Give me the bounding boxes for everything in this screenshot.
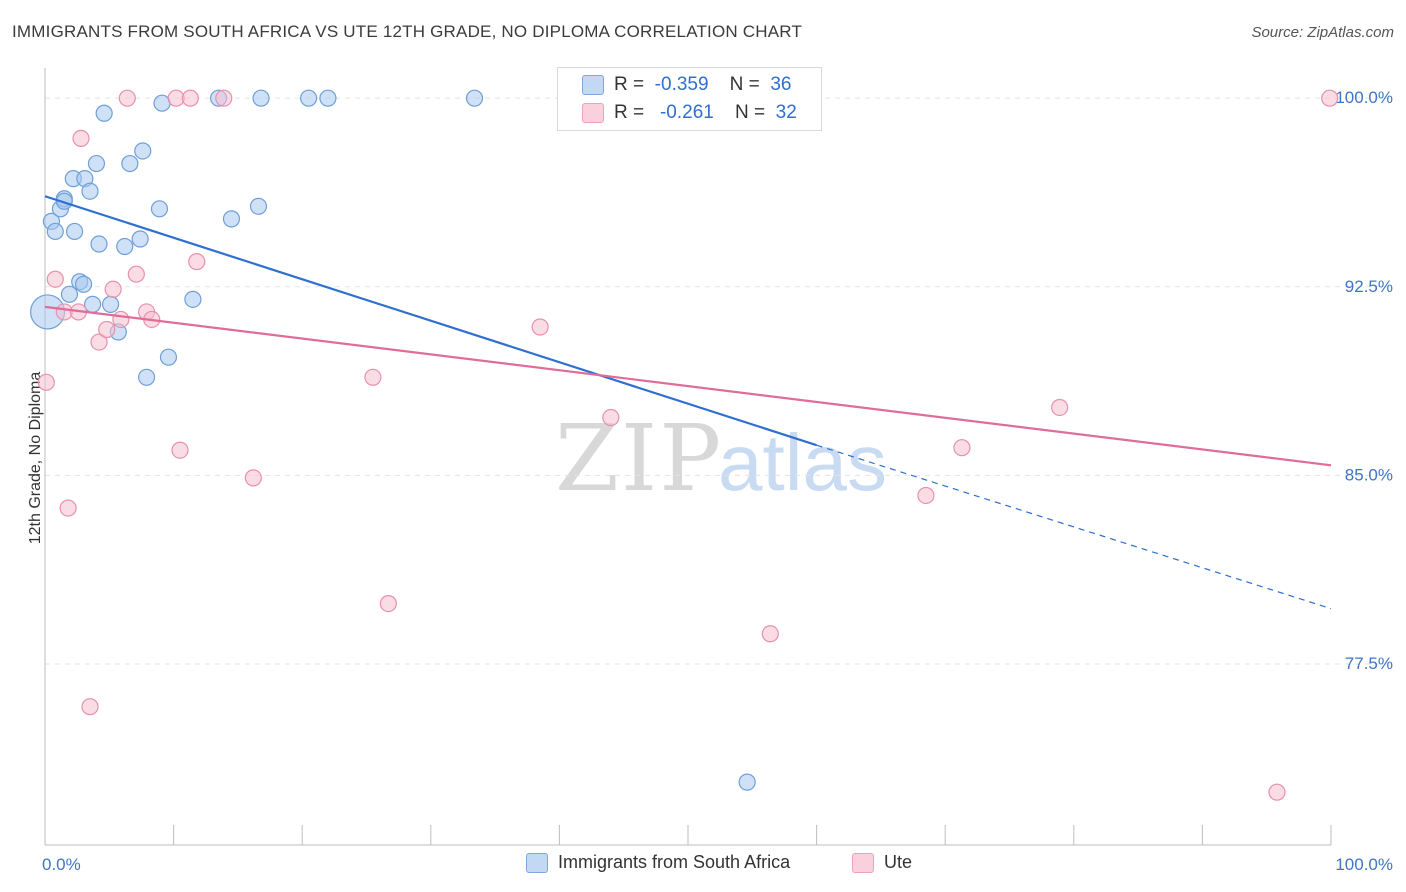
point-ute	[112, 310, 130, 329]
legend-r-label: R =	[614, 74, 645, 95]
point-ute	[46, 270, 64, 288]
legend-n-value: 32	[775, 102, 797, 123]
point-south-africa	[222, 210, 241, 228]
point-south-africa	[159, 348, 178, 366]
point-south-africa	[90, 235, 108, 253]
y-tick-label: 92.5%	[1345, 277, 1393, 296]
watermark-zip: ZIP	[555, 405, 723, 512]
point-south-africa	[249, 197, 268, 215]
bottom-legend-ute: Ute	[852, 852, 913, 874]
point-ute	[917, 486, 935, 505]
point-south-africa	[465, 89, 484, 107]
point-ute	[171, 441, 189, 459]
legend-n-label: N =	[729, 74, 760, 95]
point-south-africa	[184, 290, 202, 308]
point-ute	[127, 265, 145, 283]
correlation-legend: R = -0.359 N = 36 R = -0.261 N = 32	[557, 67, 822, 131]
point-ute	[953, 439, 971, 457]
point-south-africa	[300, 89, 318, 107]
bottom-legend-label-south-africa: Immigrants from South Africa	[558, 852, 791, 872]
point-ute	[244, 469, 262, 487]
y-tick-label: 85.0%	[1345, 465, 1393, 484]
point-south-africa	[738, 773, 756, 791]
point-ute	[602, 408, 620, 427]
point-ute	[188, 253, 206, 271]
legend-row-south-africa: R = -0.359 N = 36	[582, 74, 791, 98]
legend-n-label: N =	[734, 102, 766, 123]
point-ute	[1051, 398, 1069, 417]
point-ute	[72, 129, 90, 148]
bottom-legend-south-africa: Immigrants from South Africa	[526, 852, 791, 874]
point-south-africa	[131, 230, 149, 248]
point-south-africa	[60, 285, 79, 303]
watermark-atlas: atlas	[718, 418, 887, 507]
x-tick-label: 0.0%	[42, 855, 81, 874]
trendline-south-africa	[44, 195, 817, 447]
point-south-africa	[81, 182, 99, 200]
point-south-africa	[55, 192, 73, 210]
legend-swatch-blue	[582, 74, 604, 95]
point-ute	[379, 595, 397, 613]
chart-source: Source: ZipAtlas.com	[1251, 24, 1394, 41]
point-ute	[104, 280, 122, 298]
point-south-africa	[101, 295, 120, 313]
point-south-africa	[252, 89, 270, 107]
point-ute	[531, 318, 549, 336]
point-ute	[81, 698, 99, 716]
point-south-africa	[83, 295, 102, 313]
bottom-legend-swatch-pink	[852, 853, 874, 874]
point-ute	[1268, 783, 1286, 801]
point-south-africa	[95, 104, 113, 122]
point-ute	[90, 333, 108, 351]
trendline-south-africa-extrapolated	[816, 444, 1332, 610]
legend-swatch-pink	[582, 102, 604, 123]
chart-title: IMMIGRANTS FROM SOUTH AFRICA VS UTE 12TH…	[12, 22, 803, 41]
point-ute	[181, 89, 199, 107]
bottom-legend-swatch-blue	[526, 853, 548, 874]
point-ute	[118, 89, 136, 107]
point-south-africa	[87, 154, 106, 173]
legend-r-value: -0.359	[654, 74, 709, 95]
x-tick-label: 100.0%	[1335, 855, 1393, 874]
legend-r-value: -0.261	[659, 102, 714, 123]
trendline-ute	[44, 305, 1332, 467]
point-south-africa	[65, 222, 84, 241]
point-south-africa	[46, 222, 64, 241]
point-ute	[364, 368, 382, 386]
y-tick-label: 77.5%	[1345, 654, 1393, 673]
point-ute	[1321, 89, 1339, 107]
y-tick-label: 100.0%	[1335, 88, 1393, 107]
point-south-africa	[319, 89, 337, 107]
bottom-legend-label-ute: Ute	[884, 852, 913, 872]
point-south-africa	[134, 142, 152, 160]
point-ute	[37, 373, 55, 391]
legend-row-ute: R = -0.261 N = 32	[582, 102, 797, 126]
point-south-africa	[116, 237, 134, 256]
legend-r-label: R =	[614, 102, 645, 123]
point-south-africa	[150, 200, 169, 218]
point-south-africa	[74, 275, 93, 293]
point-ute	[98, 320, 116, 339]
point-south-africa	[137, 368, 156, 386]
legend-n-value: 36	[770, 74, 792, 95]
point-ute	[215, 89, 233, 107]
point-ute	[59, 499, 77, 517]
point-south-africa	[121, 154, 139, 173]
point-ute	[761, 625, 779, 643]
